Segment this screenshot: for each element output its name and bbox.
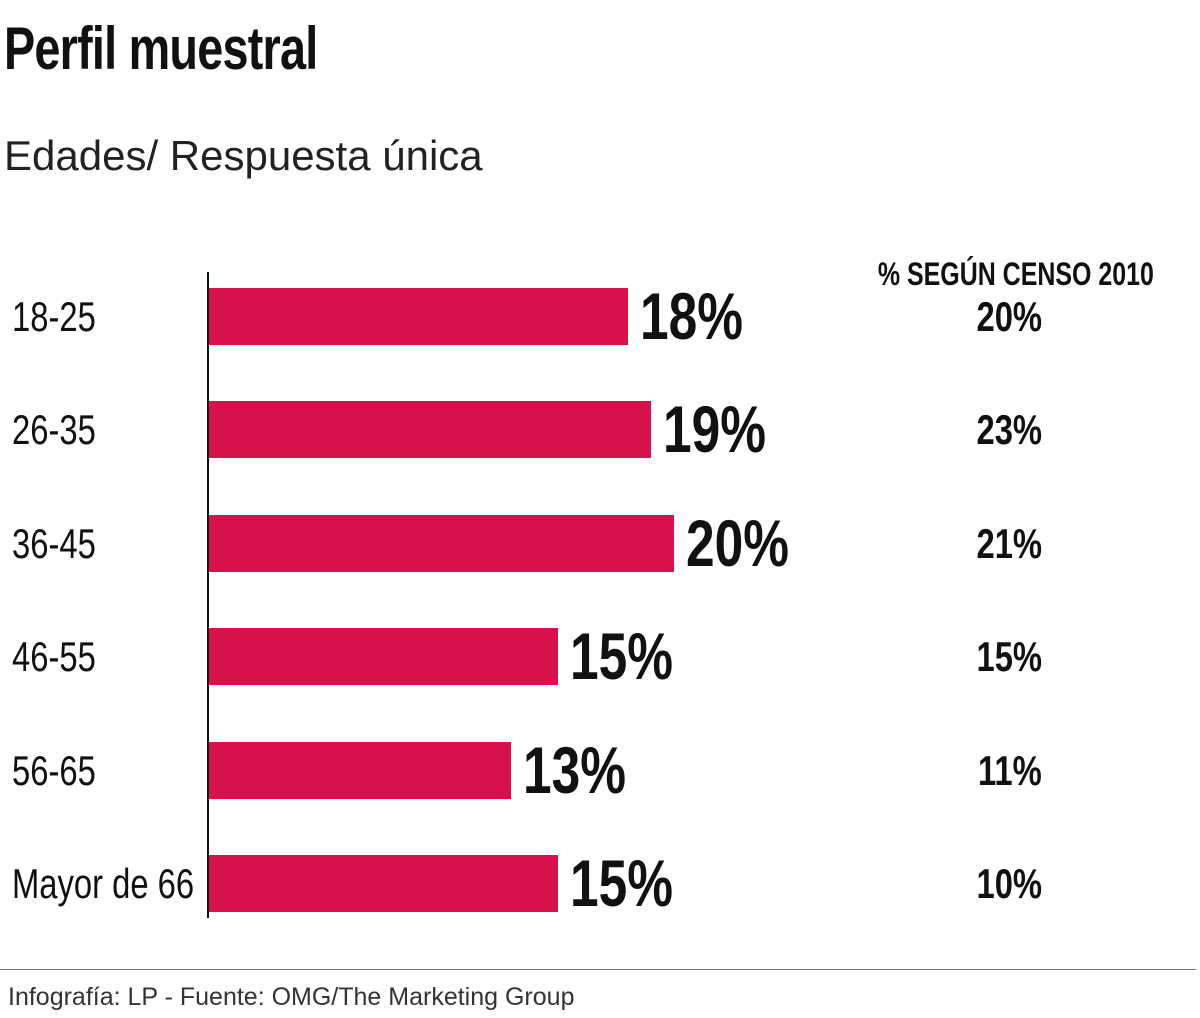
value-label-text: 19% <box>662 392 766 467</box>
census-value-text: 21% <box>976 519 1042 567</box>
bar <box>209 514 674 572</box>
category-label-text: 36-45 <box>12 519 96 567</box>
category-label-text: 46-55 <box>12 633 96 681</box>
value-label: 20% <box>686 505 818 580</box>
chart-subtitle: Edades/ Respuesta única <box>4 132 483 179</box>
census-value: 20% <box>958 288 1042 345</box>
census-value-text: 11% <box>978 746 1042 794</box>
title-text: Perfil muestral <box>4 15 318 82</box>
value-label: 13% <box>523 732 655 807</box>
value-label-text: 15% <box>569 619 673 694</box>
census-value: 10% <box>958 855 1042 912</box>
census-value: 21% <box>958 515 1042 572</box>
value-label: 18% <box>639 279 772 353</box>
category-label: 26-35 <box>12 401 119 458</box>
census-value-text: 15% <box>976 633 1042 681</box>
footer-credit: Infografía: LP - Fuente: OMG/The Marketi… <box>8 983 575 1011</box>
bar <box>209 628 558 686</box>
category-label-text: 26-35 <box>12 406 96 454</box>
y-axis-line <box>207 272 209 918</box>
census-header-text: % SEGÚN CENSO 2010 <box>877 256 1154 292</box>
bar <box>209 855 558 912</box>
census-value-text: 20% <box>976 293 1042 340</box>
category-label: 56-65 <box>12 742 119 799</box>
value-label-text: 18% <box>639 279 743 353</box>
bar <box>209 288 628 345</box>
value-label-text: 15% <box>569 846 673 920</box>
category-label-text: Mayor de 66 <box>12 860 195 907</box>
census-value-text: 23% <box>976 406 1042 454</box>
category-label: 36-45 <box>12 515 119 572</box>
bar <box>209 741 512 799</box>
census-value: 11% <box>960 742 1042 799</box>
value-label: 19% <box>662 392 795 467</box>
footer-divider <box>0 969 1196 970</box>
category-label-text: 18-25 <box>12 293 96 340</box>
value-label: 15% <box>569 846 702 920</box>
chart-title: Perfil muestral <box>4 14 406 83</box>
bar <box>209 401 651 459</box>
category-label: Mayor de 66 <box>12 855 245 912</box>
category-label: 46-55 <box>12 628 119 685</box>
census-value: 23% <box>958 401 1042 458</box>
value-label: 15% <box>569 619 702 694</box>
census-value-text: 10% <box>976 860 1042 907</box>
value-label-text: 13% <box>523 732 627 807</box>
category-label: 18-25 <box>12 288 119 345</box>
category-label-text: 56-65 <box>12 746 96 794</box>
census-header: % SEGÚN CENSO 2010 <box>800 256 1154 293</box>
census-value: 15% <box>958 628 1042 685</box>
value-label-text: 20% <box>686 505 790 580</box>
